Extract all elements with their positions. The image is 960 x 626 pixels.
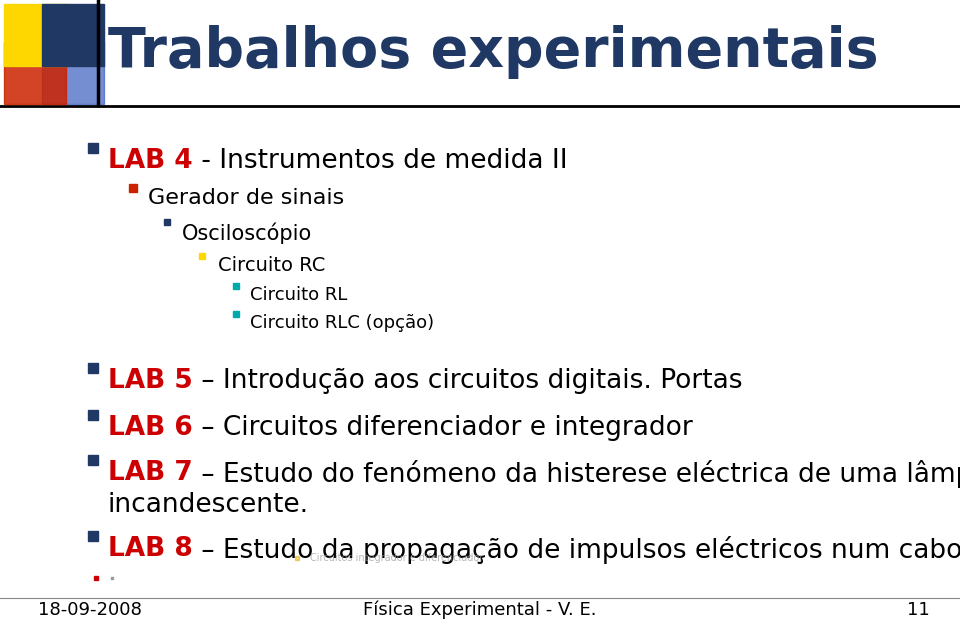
Text: Circuito RL: Circuito RL	[250, 286, 348, 304]
Bar	[4, 42, 66, 104]
Text: LAB 4: LAB 4	[108, 148, 193, 174]
Text: – Introdução aos circuitos digitais. Portas: – Introdução aos circuitos digitais. Por…	[193, 368, 742, 394]
Text: Circuitos integrador e diferenciador: Circuitos integrador e diferenciador	[310, 553, 483, 563]
Text: Física Experimental - V. E.: Física Experimental - V. E.	[363, 601, 597, 619]
Text: – Circuitos diferenciador e integrador: – Circuitos diferenciador e integrador	[193, 415, 692, 441]
Text: Trabalhos experimentais: Trabalhos experimentais	[108, 25, 878, 79]
Text: 18-09-2008: 18-09-2008	[38, 601, 142, 619]
Text: – Estudo da propagação de impulsos eléctricos num cabo coaxial: – Estudo da propagação de impulsos eléct…	[193, 536, 960, 564]
Text: LAB 6: LAB 6	[108, 415, 193, 441]
Text: Circuito RC: Circuito RC	[218, 256, 325, 275]
Bar	[42, 4, 104, 66]
Text: Osciloscópio: Osciloscópio	[182, 222, 312, 244]
Text: – Estudo do fenómeno da histerese eléctrica de uma lâmpada: – Estudo do fenómeno da histerese eléctr…	[193, 460, 960, 488]
Text: incandescente.: incandescente.	[108, 492, 309, 518]
Text: Circuito RLC (opção): Circuito RLC (opção)	[250, 314, 434, 332]
Text: LAB 7: LAB 7	[108, 460, 193, 486]
Text: 11: 11	[907, 601, 930, 619]
Text: - Instrumentos de medida II: - Instrumentos de medida II	[193, 148, 567, 174]
Bar	[42, 42, 104, 104]
Bar	[4, 4, 66, 66]
Text: Gerador de sinais: Gerador de sinais	[148, 188, 345, 208]
Text: LAB 8: LAB 8	[108, 536, 193, 562]
Text: LAB 5: LAB 5	[108, 368, 193, 394]
